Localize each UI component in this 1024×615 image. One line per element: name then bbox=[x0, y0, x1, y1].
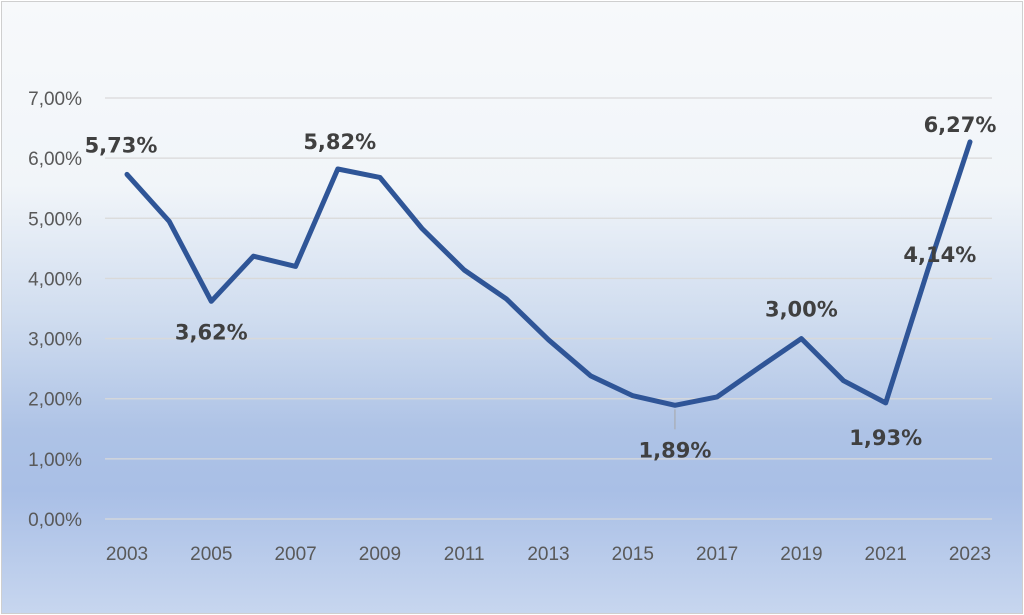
data-label: 5,73% bbox=[85, 133, 158, 157]
x-tick-label: 2005 bbox=[190, 544, 232, 565]
y-tick-label: 6,00% bbox=[28, 149, 82, 170]
x-tick-label: 2015 bbox=[612, 544, 654, 565]
x-tick-label: 2023 bbox=[949, 544, 991, 565]
x-tick-label: 2007 bbox=[274, 544, 316, 565]
x-tick-label: 2013 bbox=[527, 544, 569, 565]
data-label: 5,82% bbox=[303, 130, 376, 154]
data-label: 4,14% bbox=[903, 243, 976, 267]
data-label: 1,89% bbox=[639, 438, 712, 462]
data-label: 6,27% bbox=[924, 113, 997, 137]
y-tick-label: 4,00% bbox=[28, 269, 82, 290]
x-tick-label: 2017 bbox=[696, 544, 738, 565]
x-tick-label: 2019 bbox=[780, 544, 822, 565]
data-label: 3,00% bbox=[765, 298, 838, 322]
y-tick-label: 2,00% bbox=[28, 390, 82, 411]
data-labels: 5,73% 3,62% 5,82% 1,89% 3,00% 1,93% 4,14% 6,27% bbox=[85, 113, 997, 462]
x-tick-label: 2021 bbox=[865, 544, 907, 565]
series-line-group bbox=[124, 139, 973, 408]
y-tick-label: 3,00% bbox=[28, 330, 82, 351]
y-tick-label: 1,00% bbox=[28, 450, 82, 471]
x-tick-label: 2009 bbox=[359, 544, 401, 565]
data-label: 3,62% bbox=[175, 320, 248, 344]
y-tick-label: 7,00% bbox=[28, 89, 82, 110]
series-line bbox=[124, 139, 973, 408]
y-tick-label: 0,00% bbox=[28, 510, 82, 531]
x-tick-label: 2011 bbox=[444, 544, 485, 565]
x-axis-ticks: 2003 2005 2007 2009 2011 2013 2015 2017 2019 2021… bbox=[106, 544, 991, 565]
y-axis-ticks: 0,00% 1,00% 2,00% 3,00% 4,00% 5,00% 6,00% 7,00% bbox=[28, 89, 82, 531]
x-tick-label: 2003 bbox=[106, 544, 148, 565]
data-label: 1,93% bbox=[849, 426, 922, 450]
gridlines bbox=[105, 97, 992, 520]
y-tick-label: 5,00% bbox=[28, 209, 82, 230]
